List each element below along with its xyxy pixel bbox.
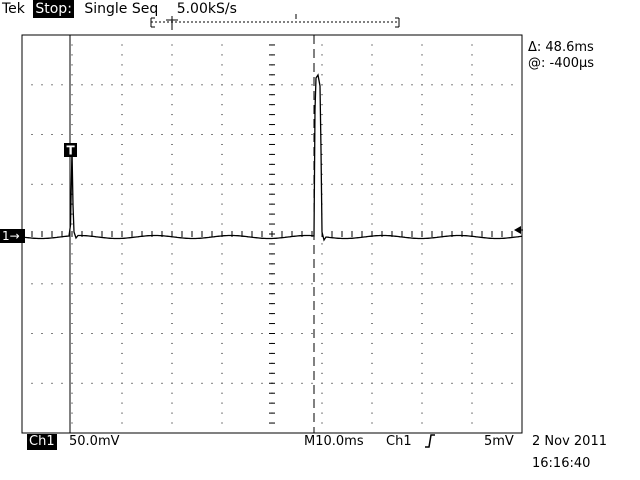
record-position-indicator	[150, 14, 400, 30]
cursor-position-readout: @: -400μs	[528, 56, 595, 71]
channel-1-trace	[21, 73, 523, 242]
time-label: 16:16:40	[532, 456, 591, 471]
status-bar: Tek Stop: Single Seq 5.00kS/s	[0, 0, 237, 18]
cursor-delta-readout: Δ: 48.6ms	[528, 40, 594, 55]
trigger-source-label: Ch1	[386, 434, 412, 449]
run-state-badge: Stop:	[33, 0, 74, 18]
trigger-position-marker[interactable]: T	[64, 143, 77, 158]
center-ticks	[21, 34, 523, 434]
settings-bar: Ch1 50.0mV M10.0ms Ch1 5mV	[0, 433, 640, 453]
rising-edge-icon	[423, 433, 437, 455]
svg-text:T: T	[67, 144, 76, 158]
trigger-level-arrow[interactable]	[514, 226, 521, 234]
svg-text:1→: 1→	[2, 229, 20, 243]
graticule	[21, 34, 523, 434]
brand-label: Tek	[2, 1, 25, 17]
volts-per-div-label: 50.0mV	[69, 434, 120, 449]
trigger-level-label: 5mV	[484, 434, 514, 449]
acquire-mode-label: Single Seq	[84, 1, 159, 17]
date-label: 2 Nov 2011	[532, 434, 607, 449]
cursor-readout: Δ: 48.6ms @: -400μs	[528, 40, 594, 72]
sample-rate-label: 5.00kS/s	[176, 1, 237, 17]
channel-badge[interactable]: Ch1	[27, 434, 57, 450]
channel-1-marker[interactable]: 1→	[0, 229, 25, 243]
timebase-label: M10.0ms	[304, 434, 364, 449]
